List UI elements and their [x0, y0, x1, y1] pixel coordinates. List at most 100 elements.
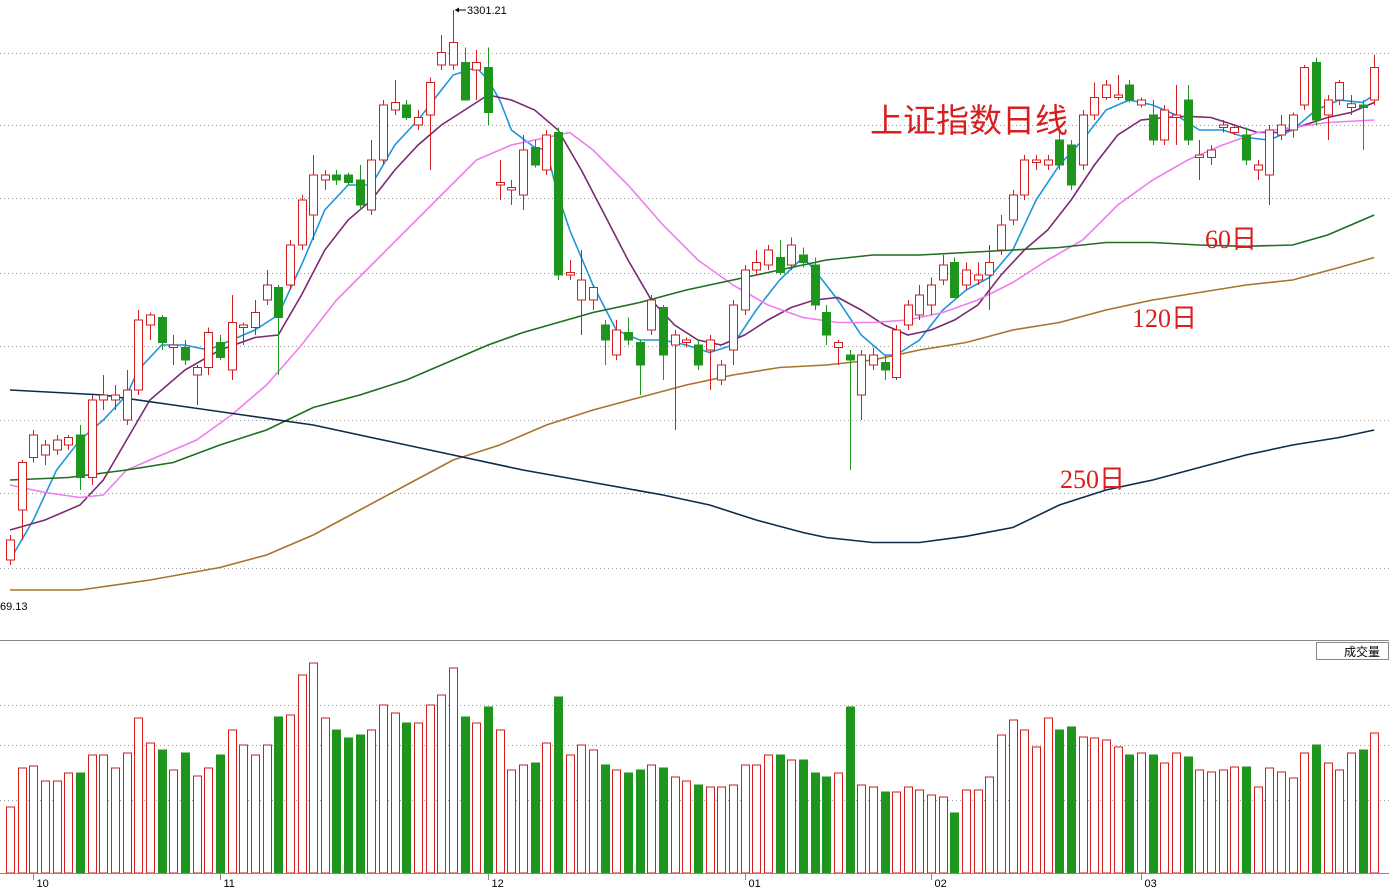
volume-bar-up — [1102, 739, 1111, 874]
candle-body-up — [391, 102, 400, 111]
candle-body-down — [344, 174, 353, 183]
volume-bar-up — [915, 789, 924, 874]
candle-body-down — [799, 254, 808, 263]
volume-bar-up — [717, 786, 726, 874]
volume-bar-up — [6, 806, 15, 874]
candle-body-up — [915, 294, 924, 316]
volume-bar-up — [939, 796, 948, 874]
candle-body-up — [857, 354, 866, 396]
volume-bar-up — [449, 667, 458, 874]
volume-bar-up — [134, 717, 143, 874]
volume-bar-up — [962, 789, 971, 874]
candle-body-up — [496, 182, 505, 186]
candle-body-down — [624, 332, 633, 341]
candle-body-down — [554, 132, 563, 276]
candle-body-up — [251, 312, 260, 328]
candle-body-up — [962, 269, 971, 286]
candle-body-up — [974, 274, 983, 281]
volume-bar-up — [251, 754, 260, 874]
volume-bar-up — [1079, 736, 1088, 874]
candle-body-up — [309, 174, 318, 216]
candle-body-up — [263, 284, 272, 301]
candle-body-down — [76, 434, 85, 478]
candle-body-up — [123, 389, 132, 421]
volume-bar-up — [1207, 771, 1216, 874]
volume-bar-down — [344, 737, 353, 874]
volume-bar-down — [76, 772, 85, 874]
volume-bar-down — [659, 767, 668, 874]
candle-body-up — [1335, 82, 1344, 101]
candle-body-up — [1265, 129, 1274, 176]
candle-body-up — [997, 224, 1006, 251]
candle-body-down — [181, 347, 190, 361]
candle-body-up — [577, 279, 586, 301]
candle-body-up — [1009, 194, 1018, 221]
min-label: 69.13 — [0, 601, 28, 613]
candle-body-up — [146, 314, 155, 326]
candle-body-up — [449, 42, 458, 66]
candle-body-down — [1149, 114, 1158, 141]
moving-average-line — [9, 389, 1375, 544]
volume-bar-down — [1149, 754, 1158, 874]
candle-body-up — [239, 324, 248, 328]
moving-average-label: 250日 — [1060, 465, 1125, 494]
candle-body-down — [216, 342, 225, 358]
volume-bars — [6, 662, 1379, 874]
candle-body-up — [507, 187, 516, 191]
volume-bar-up — [437, 694, 446, 874]
candle-body-down — [776, 257, 785, 273]
candle-body-up — [1207, 149, 1216, 158]
volume-bar-down — [811, 772, 820, 874]
candle-body-down — [694, 344, 703, 366]
volume-bar-down — [799, 759, 808, 874]
moving-average-line — [9, 214, 1375, 481]
candle-body-up — [1254, 164, 1263, 171]
volume-bar-up — [577, 744, 586, 874]
volume-bar-up — [29, 765, 38, 874]
candle-body-up — [904, 304, 913, 326]
candle-body-up — [64, 437, 73, 446]
volume-bar-up — [974, 789, 983, 874]
candle-body-up — [927, 284, 936, 306]
volume-bar-up — [892, 791, 901, 874]
volume-bar-up — [321, 717, 330, 874]
candle-body-up — [647, 299, 656, 331]
volume-bar-up — [1032, 746, 1041, 874]
volume-bar-up — [1254, 786, 1263, 874]
candle-body-up — [834, 342, 843, 348]
candle-body-up — [18, 462, 27, 511]
volume-bar-up — [1090, 737, 1099, 874]
volume-bar-down — [950, 812, 959, 874]
x-tick-label: 10 — [37, 878, 49, 889]
candle-body-up — [985, 262, 994, 276]
candle-body-down — [356, 179, 365, 206]
volume-bar-up — [1230, 766, 1239, 874]
candle-body-up — [1090, 97, 1099, 116]
volume-bar-up — [1160, 762, 1169, 874]
volume-bar-down — [158, 749, 167, 874]
volume-bar-down — [694, 784, 703, 874]
chart-title: 上证指数日线 — [870, 103, 1068, 140]
volume-bar-down — [402, 722, 411, 874]
candle-body-up — [6, 539, 15, 561]
candle-body-up — [134, 319, 143, 391]
candle-body-up — [1324, 99, 1333, 116]
candle-body-up — [204, 332, 213, 368]
x-tick-label: 01 — [749, 878, 761, 889]
candle-body-up — [1300, 67, 1309, 106]
volume-bar-up — [64, 772, 73, 874]
volume-bar-up — [1289, 777, 1298, 874]
candle-body-down — [636, 342, 645, 366]
candle-body-up — [671, 334, 680, 346]
volume-bar-up — [414, 722, 423, 874]
candle-body-up — [869, 354, 878, 366]
candle-body-up — [764, 249, 773, 266]
candle-body-up — [729, 304, 738, 351]
volume-bar-up — [1265, 767, 1274, 874]
volume-bar-down — [601, 764, 610, 874]
candle-body-up — [741, 269, 750, 311]
volume-bar-up — [111, 767, 120, 874]
moving-averages — [9, 66, 1375, 591]
